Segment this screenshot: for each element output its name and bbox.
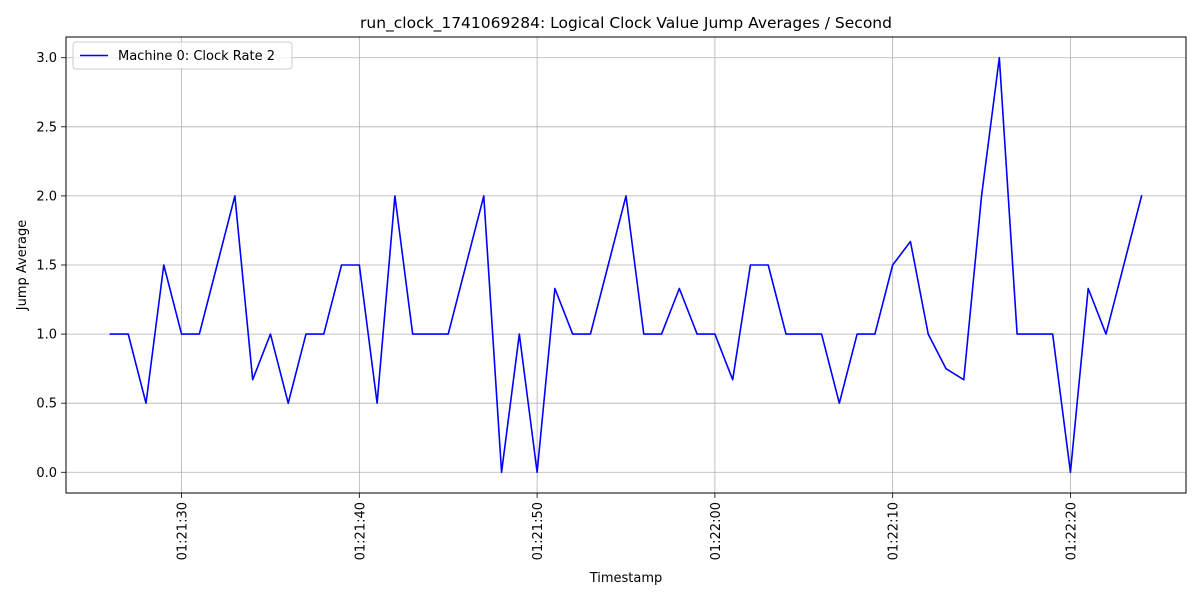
y-tick-label: 2.5 bbox=[36, 120, 57, 135]
x-tick-label: 01:21:40 bbox=[353, 502, 368, 560]
y-tick-label: 2.0 bbox=[36, 189, 57, 204]
x-tick-label: 01:22:00 bbox=[709, 502, 724, 560]
legend: Machine 0: Clock Rate 2 bbox=[72, 41, 293, 70]
series-layer bbox=[109, 56, 1143, 474]
x-tick-label: 01:22:20 bbox=[1064, 502, 1079, 560]
legend-label: Machine 0: Clock Rate 2 bbox=[118, 49, 275, 64]
y-axis-label: Jump Average bbox=[15, 220, 30, 312]
y-tick-label: 0.5 bbox=[36, 397, 57, 412]
x-tick-label: 01:22:10 bbox=[887, 502, 902, 560]
x-axis-ticks: 01:21:30 01:21:40 01:21:50 01:22:00 01:22:10… bbox=[176, 493, 1079, 560]
y-axis-ticks: 0.0 0.5 1.0 1.5 2.0 2.5 3.0 bbox=[36, 51, 66, 481]
series-line-0 bbox=[109, 56, 1143, 474]
y-tick-label: 3.0 bbox=[36, 51, 57, 66]
y-tick-label: 1.0 bbox=[36, 328, 57, 343]
x-axis-label: Timestamp bbox=[589, 571, 663, 586]
y-tick-label: 1.5 bbox=[36, 259, 57, 274]
legend-box bbox=[72, 41, 293, 70]
y-tick-label: 0.0 bbox=[36, 466, 57, 481]
x-tick-label: 01:21:30 bbox=[176, 502, 191, 560]
chart-title: run_clock_1741069284: Logical Clock Valu… bbox=[360, 14, 892, 33]
x-tick-label: 01:21:50 bbox=[531, 502, 546, 560]
